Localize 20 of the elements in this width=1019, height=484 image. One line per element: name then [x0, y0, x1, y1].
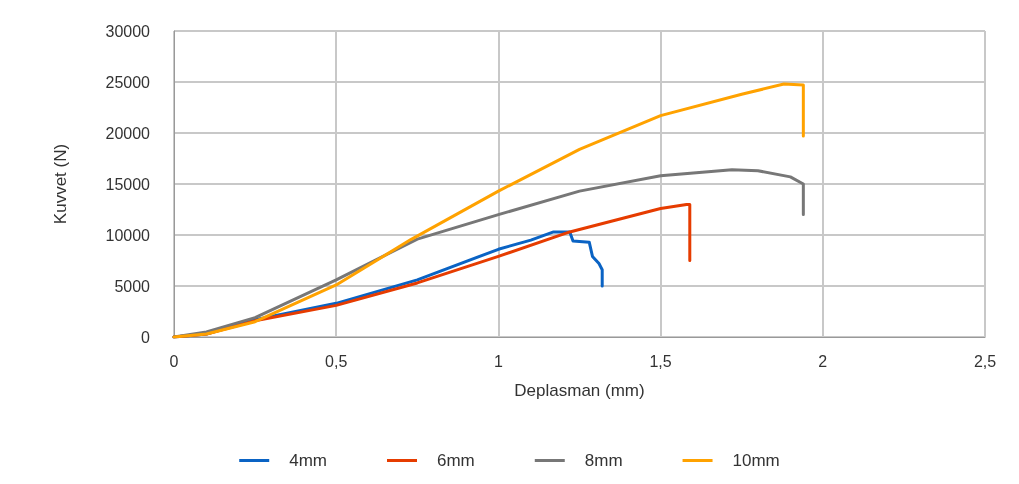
x-tick-label: 2 [818, 352, 828, 370]
legend-label: 4mm [289, 451, 327, 470]
y-tick-label: 0 [141, 328, 151, 346]
x-tick-label: 2,5 [973, 352, 997, 370]
y-tick-label: 5000 [114, 277, 151, 295]
x-tick-label: 1,5 [649, 352, 672, 370]
x-tick-label: 1 [493, 352, 503, 370]
y-axis-title: Kuvvet (N) [51, 143, 70, 225]
y-tick-label: 10000 [105, 226, 151, 244]
x-tick-label: 0,5 [325, 352, 348, 370]
legend-label: 10mm [732, 451, 780, 470]
line-series [172, 82, 805, 339]
legend-label: 8mm [584, 451, 623, 470]
legend-label: 6mm [437, 451, 475, 470]
x-tick-label: 0 [169, 352, 179, 370]
y-tick-label: 30000 [105, 22, 151, 40]
x-axis-title: Deplasman (mm) [514, 381, 645, 400]
y-tick-label: 25000 [105, 73, 151, 91]
y-tick-label: 15000 [105, 175, 151, 193]
y-tick-label: 20000 [105, 124, 151, 142]
